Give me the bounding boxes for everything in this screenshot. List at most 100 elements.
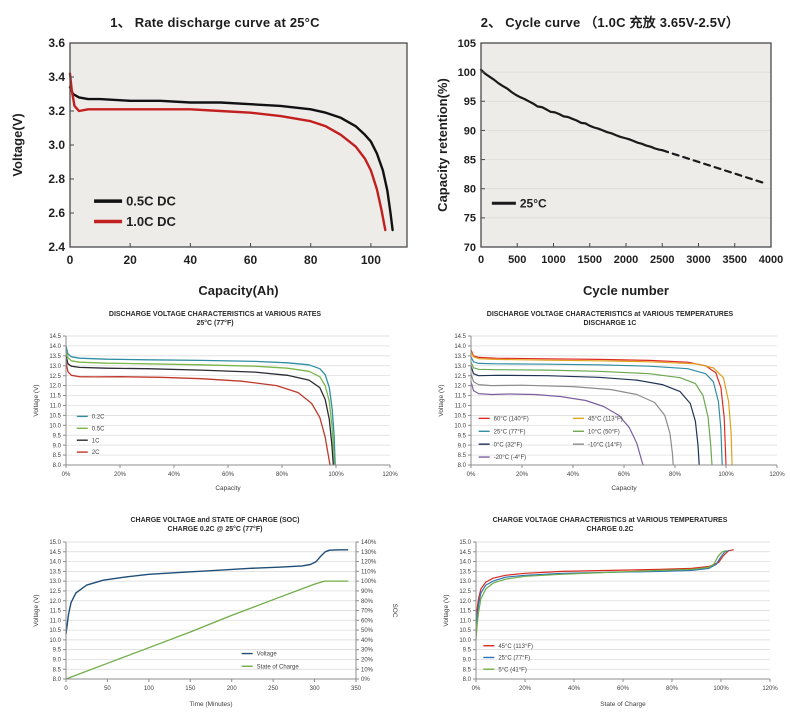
bottom-row: CHARGE VOLTAGE and STATE OF CHARGE (SOC)… [0,504,790,708]
svg-text:120%: 120% [361,560,377,566]
svg-text:20%: 20% [114,472,127,478]
svg-text:40: 40 [183,253,197,267]
svg-text:10.0: 10.0 [454,423,466,429]
discharge-temps-plot: 0% 20% 40% 60% 80% 100% 120% 8.0 8.5 9.0 9.5 10.0 10… [435,331,785,499]
svg-text:SOC: SOC [391,603,398,617]
svg-text:Capacity retention(%): Capacity retention(%) [435,78,450,212]
svg-text:85: 85 [464,154,476,166]
svg-text:14.5: 14.5 [454,334,466,340]
svg-text:100: 100 [360,253,380,267]
svg-text:13.5: 13.5 [459,569,471,575]
svg-text:15.0: 15.0 [459,540,471,546]
svg-text:40%: 40% [568,686,581,692]
svg-text:12.5: 12.5 [49,374,61,380]
svg-text:150: 150 [185,686,196,692]
svg-text:2000: 2000 [614,254,638,266]
svg-text:100%: 100% [328,472,344,478]
svg-text:0°C (32°F): 0°C (32°F) [494,442,522,448]
svg-text:2500: 2500 [650,254,674,266]
svg-text:100%: 100% [361,579,377,585]
svg-text:200: 200 [227,686,238,692]
svg-text:10°C (50°F): 10°C (50°F) [588,429,620,435]
svg-text:11.5: 11.5 [455,394,467,400]
svg-text:350: 350 [351,686,362,692]
svg-text:0.5C DC: 0.5C DC [126,194,176,209]
svg-text:105: 105 [458,38,476,50]
svg-text:9.5: 9.5 [463,648,472,654]
svg-text:11.0: 11.0 [50,618,62,624]
svg-text:3000: 3000 [686,254,710,266]
svg-text:11.5: 11.5 [460,608,472,614]
svg-text:20: 20 [123,253,137,267]
svg-text:9.0: 9.0 [463,657,472,663]
svg-text:25°C (77°F): 25°C (77°F) [494,429,526,435]
svg-text:12.0: 12.0 [49,599,61,605]
rate-discharge-chart: 1、 Rate discharge curve at 25°C 0 20 40 60 8… [0,0,430,298]
svg-text:12.5: 12.5 [49,589,61,595]
svg-text:13.0: 13.0 [49,579,61,585]
discharge-temps-chart: DISCHARGE VOLTAGE CHARACTERISTICS at VAR… [430,298,790,504]
svg-text:Capacity: Capacity [215,485,241,492]
svg-text:70: 70 [464,242,476,254]
svg-text:8.0: 8.0 [53,463,62,469]
svg-text:25°C: 25°C [520,196,547,210]
svg-text:20%: 20% [361,657,374,663]
svg-text:20%: 20% [519,686,532,692]
top-row: 1、 Rate discharge curve at 25°C 0 20 40 60 8… [0,0,790,298]
svg-text:10.5: 10.5 [49,628,61,634]
svg-text:2.6: 2.6 [48,206,65,220]
svg-text:80%: 80% [669,472,682,478]
svg-text:0%: 0% [467,472,476,478]
svg-text:80%: 80% [361,599,374,605]
svg-text:130%: 130% [361,550,377,556]
svg-text:Voltage (V): Voltage (V) [443,594,450,626]
svg-text:14.0: 14.0 [454,344,466,350]
chart-title: DISCHARGE VOLTAGE CHARACTERISTICS at VAR… [108,311,322,318]
svg-text:10.5: 10.5 [454,413,466,419]
svg-text:2.8: 2.8 [48,172,65,186]
svg-text:75: 75 [464,213,476,225]
chart-subtitle: CHARGE 0.2C @ 25°C (77°F) [167,526,263,534]
svg-text:120%: 120% [382,472,398,478]
svg-text:Cycle number: Cycle number [583,283,669,298]
svg-text:70%: 70% [361,608,374,614]
cycle-curve-chart: 2、 Cycle curve （1.0C 充放 3.65V-2.5V） 0 500… [430,0,790,298]
svg-text:-10°C (14°F): -10°C (14°F) [588,442,622,448]
rate-discharge-plot: 0 20 40 60 80 100 2.4 2.6 2.8 3.0 3.2 3.4 3.6 Capacit… [8,33,423,301]
chart-subtitle: CHARGE 0.2C [586,526,634,534]
svg-text:Voltage (V): Voltage (V) [33,594,40,626]
discharge-rates-plot: 0% 20% 40% 60% 80% 100% 120% 8.0 8.5 9.0 9.5 10.0 10… [30,331,400,499]
svg-text:25°C (77°F): 25°C (77°F) [498,655,530,661]
svg-text:50: 50 [104,686,111,692]
svg-text:100: 100 [458,67,476,79]
svg-text:500: 500 [508,254,526,266]
charge-temps-chart: CHARGE VOLTAGE CHARACTERISTICS at VARIOU… [430,504,790,708]
svg-text:12.0: 12.0 [49,384,61,390]
svg-text:11.5: 11.5 [50,394,62,400]
chart-title: 1、 Rate discharge curve at 25°C [110,15,320,30]
svg-text:4000: 4000 [759,254,783,266]
svg-text:30%: 30% [361,648,374,654]
svg-text:Voltage(V): Voltage(V) [10,113,25,176]
chart-title: 2、 Cycle curve （1.0C 充放 3.65V-2.5V） [480,15,740,30]
svg-text:1500: 1500 [578,254,602,266]
chart-subtitle: 25°C (77°F) [196,320,234,328]
svg-text:90: 90 [464,125,476,137]
svg-text:8.5: 8.5 [53,453,62,459]
svg-text:Capacity: Capacity [611,485,637,492]
chart-title: CHARGE VOLTAGE CHARACTERISTICS at VARIOU… [492,517,728,524]
svg-text:2.4: 2.4 [48,240,65,254]
svg-text:45°C (113°F): 45°C (113°F) [498,644,533,650]
svg-text:Voltage (V): Voltage (V) [438,384,445,416]
svg-text:0: 0 [478,254,484,266]
svg-text:3.2: 3.2 [48,104,65,118]
svg-text:1.0C DC: 1.0C DC [126,214,176,229]
svg-text:12.5: 12.5 [459,589,471,595]
svg-text:13.0: 13.0 [459,579,471,585]
svg-text:8.0: 8.0 [458,463,467,469]
svg-text:90%: 90% [361,589,374,595]
svg-text:100: 100 [144,686,155,692]
svg-text:8.5: 8.5 [463,667,472,673]
svg-text:20%: 20% [516,472,529,478]
